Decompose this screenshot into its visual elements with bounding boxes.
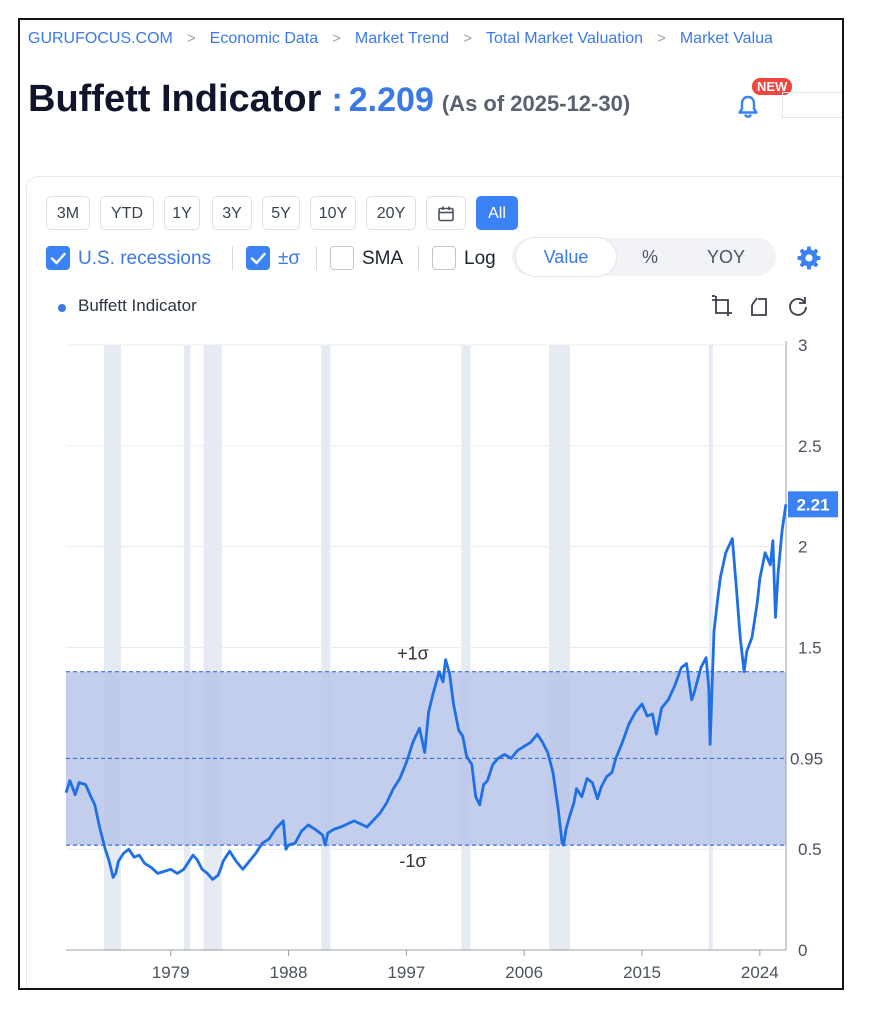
mode-value[interactable]: Value <box>516 238 616 276</box>
range-button-20y[interactable]: 20Y <box>366 196 416 230</box>
title-colon: : <box>331 81 343 119</box>
as-of-date: (As of 2025-12-30) <box>441 91 631 116</box>
y-tick-label: 2 <box>798 538 807 557</box>
header-input-box[interactable] <box>782 92 842 118</box>
y-tick-label: 1.5 <box>798 639 822 658</box>
calendar-button[interactable] <box>426 196 466 230</box>
toggle-divider <box>316 246 317 270</box>
x-tick-label: 1979 <box>152 963 190 982</box>
range-button-3m[interactable]: 3M <box>46 196 90 230</box>
breadcrumb-link-total-market-valuation[interactable]: Total Market Valuation <box>485 30 644 47</box>
sma-checkbox[interactable] <box>330 246 354 270</box>
lower-sigma-label: -1σ <box>399 851 426 871</box>
range-button-5y[interactable]: 5Y <box>262 196 300 230</box>
mode-yoy[interactable]: YOY <box>706 247 745 267</box>
x-tick-label: 2015 <box>623 963 661 982</box>
breadcrumb-link-market-valuation[interactable]: Market Valua <box>679 30 773 47</box>
screenshot-frame: GURUFOCUS.COM > Economic Data > Market Trend… <box>18 18 844 990</box>
series-line-buffett-indicator <box>64 504 788 881</box>
buffett-indicator-chart: +1σ -1σ 0 0.5 1.5 2 2.5 3 0.95 1979 1988 1997 2006 20… <box>64 336 838 982</box>
range-button-all[interactable]: All <box>476 196 518 230</box>
chevron-right-icon: > <box>186 30 196 47</box>
chevron-right-icon: > <box>332 30 341 47</box>
recessions-checkbox[interactable] <box>46 246 70 270</box>
y-tick-label: 0 <box>798 941 807 960</box>
x-tick-label: 1997 <box>387 963 425 982</box>
page-title: Buffett Indicator:2.209 (As of 2025-12-30… <box>28 78 630 121</box>
x-tick-label: 2006 <box>505 963 543 982</box>
breadcrumb-link-economic-data[interactable]: Economic Data <box>209 30 319 47</box>
upper-sigma-label: +1σ <box>397 644 429 664</box>
undo-zoom-icon[interactable] <box>748 294 772 318</box>
check-icon <box>250 252 266 265</box>
recessions-label[interactable]: U.S. recessions <box>78 248 212 269</box>
breadcrumb-link-market-trend[interactable]: Market Trend <box>354 30 450 47</box>
breadcrumb: GURUFOCUS.COM > Economic Data > Market Trend… <box>28 30 773 48</box>
refresh-icon[interactable] <box>786 294 810 318</box>
range-button-1y[interactable]: 1Y <box>164 196 200 230</box>
sigma-label[interactable]: ±σ <box>278 248 301 269</box>
legend-marker <box>58 304 66 312</box>
chevron-right-icon: > <box>657 30 666 47</box>
sma-label[interactable]: SMA <box>362 248 404 269</box>
toggle-divider <box>418 246 419 270</box>
y-tick-label: 2.5 <box>798 437 822 456</box>
last-value-label: 2.21 <box>796 495 829 514</box>
crop-in-icon[interactable] <box>710 294 734 318</box>
x-tick-label: 2024 <box>741 963 779 982</box>
calendar-icon <box>438 206 454 222</box>
y-tick-label: 0.5 <box>798 840 822 859</box>
log-label[interactable]: Log <box>464 248 496 269</box>
gear-icon[interactable] <box>796 245 822 271</box>
sigma-checkbox[interactable] <box>246 246 270 270</box>
chart-plot-area: +1σ -1σ 0 0.5 1.5 2 2.5 3 0.95 1979 1988 1997 2006 20… <box>64 336 838 982</box>
chart-card <box>26 176 842 988</box>
toggle-divider <box>232 246 233 270</box>
breadcrumb-link-home[interactable]: GURUFOCUS.COM <box>28 30 173 47</box>
legend-label[interactable]: Buffett Indicator <box>78 296 197 315</box>
range-button-10y[interactable]: 10Y <box>310 196 356 230</box>
mode-percent[interactable]: % <box>641 247 658 267</box>
bell-icon[interactable] <box>736 94 760 120</box>
indicator-value: 2.209 <box>348 81 434 119</box>
last-value-badge <box>788 491 838 518</box>
page-title-text: Buffett Indicator <box>28 78 322 120</box>
check-icon <box>50 252 66 265</box>
range-button-3y[interactable]: 3Y <box>212 196 252 230</box>
x-tick-label: 1988 <box>270 963 308 982</box>
chevron-right-icon: > <box>463 30 472 47</box>
log-checkbox[interactable] <box>432 246 456 270</box>
range-button-ytd[interactable]: YTD <box>100 196 154 230</box>
mean-value-label: 0.95 <box>790 749 823 768</box>
y-tick-label: 3 <box>798 336 807 355</box>
new-badge: NEW <box>752 78 793 95</box>
